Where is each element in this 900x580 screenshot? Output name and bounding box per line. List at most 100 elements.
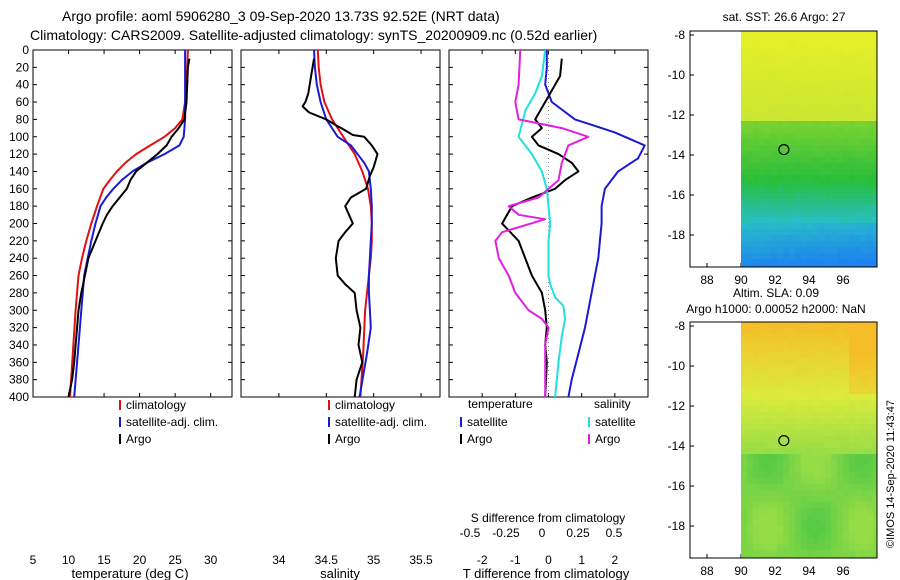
temperature-axes <box>32 49 233 398</box>
map-cell <box>831 211 838 218</box>
map-cell <box>867 514 874 521</box>
map-cell <box>741 538 748 545</box>
map-cell <box>855 472 862 479</box>
map-cell <box>771 145 778 152</box>
map-cell <box>873 241 877 248</box>
map-cell <box>837 376 844 383</box>
map-cell <box>807 322 814 329</box>
map-cell <box>765 55 772 62</box>
map-cell <box>819 478 826 485</box>
map-cell <box>843 157 850 164</box>
map-cell <box>849 37 856 44</box>
map-cell <box>771 61 778 68</box>
map-cell <box>741 109 748 116</box>
map-cell <box>813 514 820 521</box>
map-cell <box>873 418 877 425</box>
map-cell <box>819 346 826 353</box>
map-cell <box>801 115 808 122</box>
map-cell <box>777 526 784 533</box>
map-cell <box>843 127 850 134</box>
map-cell <box>753 520 760 527</box>
map-cell <box>807 328 814 335</box>
map-cell <box>795 466 802 473</box>
map-cell <box>771 49 778 56</box>
map-cell <box>747 358 754 365</box>
map-cell <box>807 139 814 146</box>
map-cell <box>855 346 862 353</box>
map-cell <box>807 490 814 497</box>
map-cell <box>795 175 802 182</box>
map-cell <box>741 436 748 443</box>
legend-label: Argo <box>595 432 621 446</box>
map-cell <box>861 223 868 230</box>
map-cell <box>855 85 862 92</box>
map-cell <box>741 73 748 80</box>
map-cell <box>807 382 814 389</box>
map-cell <box>765 229 772 236</box>
map-cell <box>873 460 877 467</box>
map-cell <box>795 430 802 437</box>
map-cell <box>741 496 748 503</box>
map-cell <box>747 175 754 182</box>
map-cell <box>813 346 820 353</box>
map-cell <box>813 235 820 242</box>
map-cell <box>777 382 784 389</box>
map-cell <box>831 55 838 62</box>
map-cell <box>855 502 862 509</box>
map-cell <box>747 235 754 242</box>
map-cell <box>795 43 802 50</box>
map-cell <box>801 85 808 92</box>
map-cell <box>873 67 877 74</box>
map-cell <box>753 235 760 242</box>
map-cell <box>819 91 826 98</box>
map-cell <box>861 370 868 377</box>
map-cell <box>807 502 814 509</box>
map-cell <box>813 490 820 497</box>
map-cell <box>747 484 754 491</box>
map-cell <box>759 556 766 558</box>
map-cell <box>795 424 802 431</box>
map-cell <box>777 508 784 515</box>
map-cell <box>843 253 850 260</box>
map-cell <box>795 412 802 419</box>
map-cell <box>777 73 784 80</box>
map-cell <box>843 151 850 158</box>
map-cell <box>831 91 838 98</box>
map-cell <box>807 334 814 341</box>
map-cell <box>801 103 808 110</box>
map-cell <box>789 163 796 170</box>
map-cell <box>741 394 748 401</box>
map-cell <box>873 454 877 461</box>
map-cell <box>747 223 754 230</box>
map-cell <box>873 199 877 206</box>
map-cell <box>813 430 820 437</box>
map-cell <box>753 418 760 425</box>
map-cell <box>783 193 790 200</box>
map-cell <box>825 91 832 98</box>
map-cell <box>789 352 796 359</box>
map-cell <box>843 538 850 545</box>
map-cell <box>759 346 766 353</box>
map-cell <box>807 550 814 557</box>
map-cell <box>873 253 877 260</box>
map-cell <box>813 442 820 449</box>
map-cell <box>783 454 790 461</box>
map-cell <box>747 73 754 80</box>
map-cell <box>867 103 874 110</box>
map-cell <box>759 85 766 92</box>
map-cell <box>801 442 808 449</box>
x-tick-label: 35.5 <box>409 553 433 567</box>
map-cell <box>801 61 808 68</box>
map-cell <box>771 436 778 443</box>
map-cell <box>825 37 832 44</box>
map-cell <box>825 55 832 62</box>
map-cell <box>807 181 814 188</box>
map-cell <box>795 322 802 329</box>
map-cell <box>873 532 877 539</box>
map-cell <box>795 418 802 425</box>
map-cell <box>843 478 850 485</box>
map-cell <box>789 502 796 509</box>
map-cell <box>867 61 874 68</box>
map-cell <box>861 265 868 267</box>
map-cell <box>753 412 760 419</box>
